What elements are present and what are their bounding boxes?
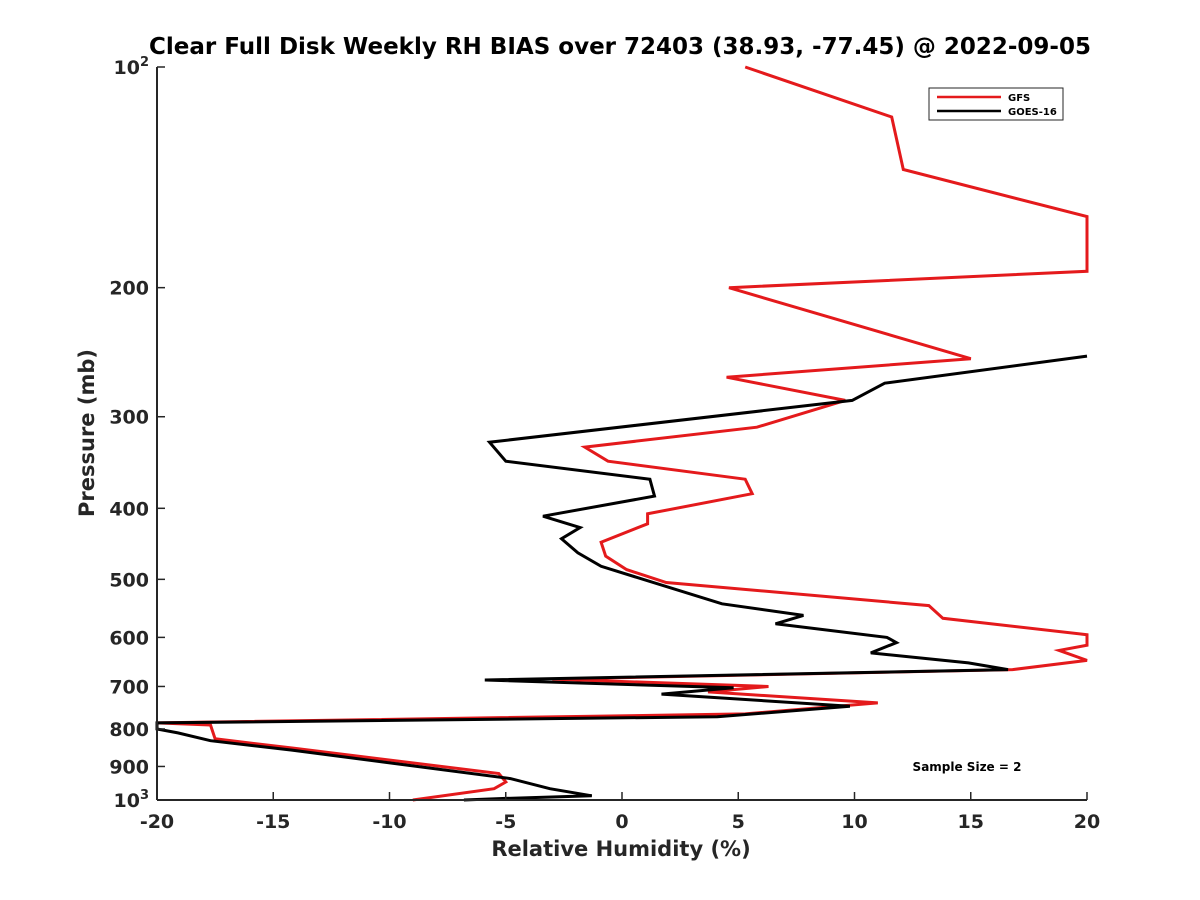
y-tick-label: 500	[109, 569, 149, 591]
series-layer	[155, 65, 1089, 802]
x-tick-label: 15	[958, 811, 984, 833]
x-axis-label: Relative Humidity (%)	[491, 837, 750, 861]
y-axis-ticks: 102 200 300 400 500 600 700 800 900 103	[109, 55, 165, 812]
x-tick-label: -15	[256, 811, 290, 833]
x-axis-ticks: -20 -15 -10 -5 0 5 10 15 20	[140, 792, 1100, 833]
plot-area	[155, 65, 1089, 802]
x-tick-label: 10	[841, 811, 867, 833]
plot-background	[157, 67, 1087, 800]
x-tick-label: 5	[732, 811, 745, 833]
legend: GFS GOES-16	[928, 87, 1064, 121]
y-tick-label: 400	[109, 498, 149, 520]
x-tick-label: -20	[140, 811, 174, 833]
y-tick-label: 800	[109, 719, 149, 741]
y-tick-label: 300	[109, 407, 149, 429]
y-tick-label: 900	[109, 756, 149, 778]
y-tick-label: 200	[109, 278, 149, 300]
legend-box	[928, 87, 1064, 121]
legend-label-gfs: GFS	[1008, 93, 1030, 104]
x-tick-label: 20	[1074, 811, 1100, 833]
legend-label-goes16: GOES-16	[1008, 107, 1057, 118]
x-tick-label: -5	[495, 811, 516, 833]
series-line-goes-16	[155, 354, 1088, 802]
chart-title: Clear Full Disk Weekly RH BIAS over 7240…	[149, 34, 1091, 60]
x-tick-label: 0	[615, 811, 628, 833]
y-axis-label: Pressure (mb)	[75, 349, 99, 517]
y-tick-label: 700	[109, 676, 149, 698]
sample-size-annotation: Sample Size = 2	[913, 760, 1022, 774]
x-tick-label: -10	[372, 811, 406, 833]
y-tick-label: 102	[114, 55, 150, 79]
y-tick-label: 103	[114, 788, 150, 812]
y-tick-label: 600	[109, 627, 149, 649]
